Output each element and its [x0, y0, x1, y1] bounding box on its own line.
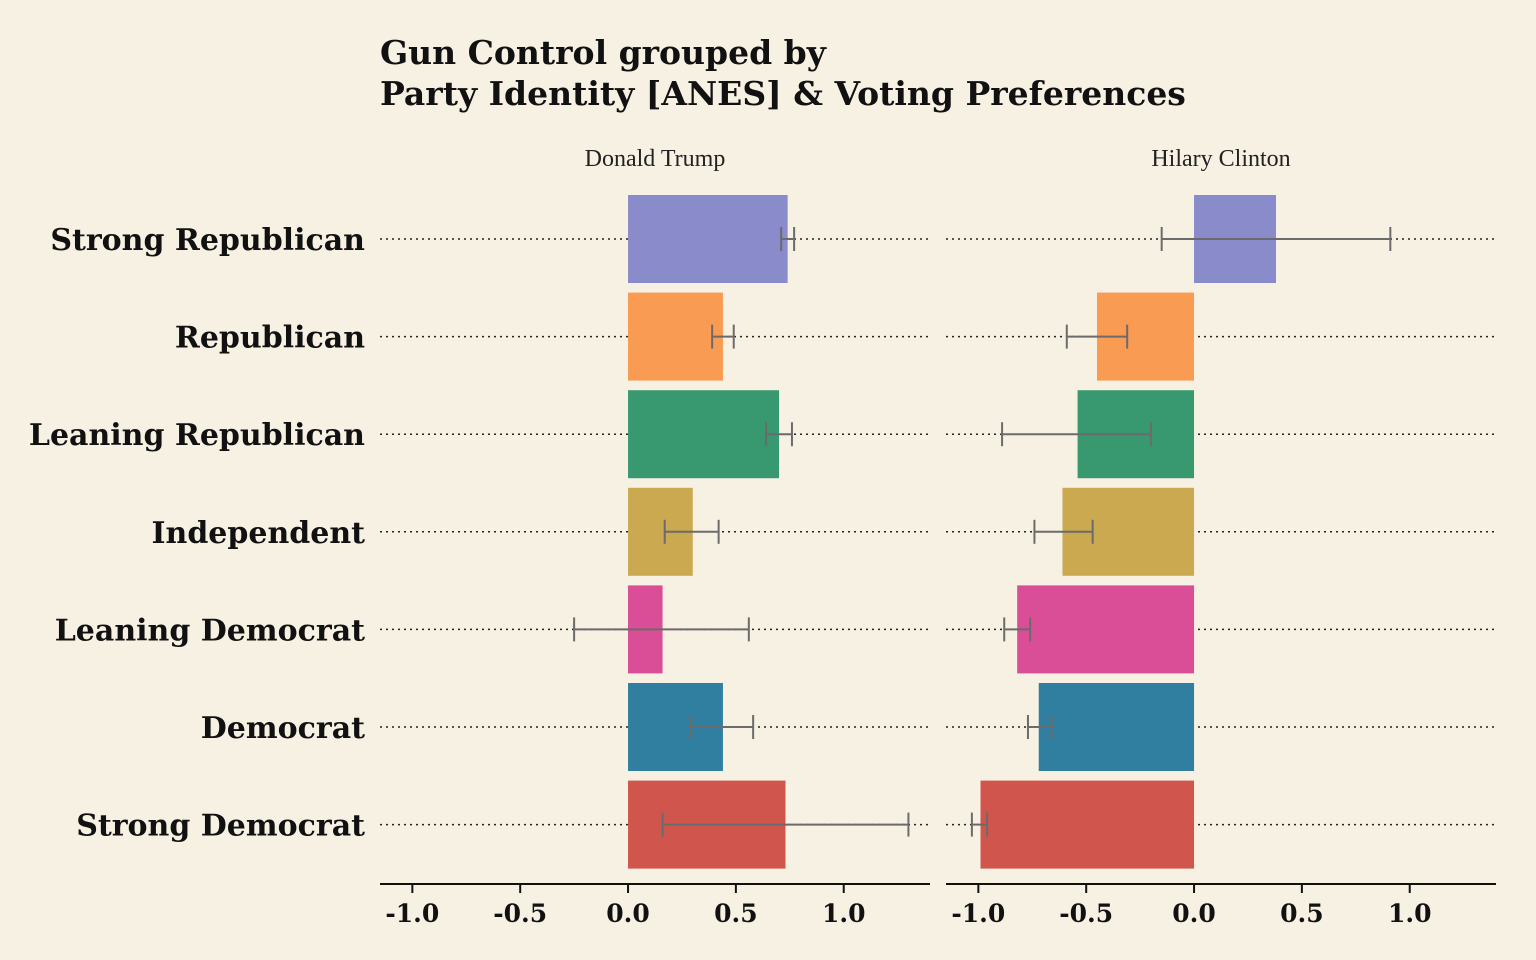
facet-label-hilary-clinton: Hilary Clinton — [1151, 146, 1290, 172]
error-bar-hilary-clinton-leaning-democrat — [1003, 617, 1032, 642]
error-bar-donald-trump-strong-republican — [780, 227, 796, 251]
error-bar-hilary-clinton-democrat — [1026, 715, 1053, 739]
category-label-strong-republican: Strong Republican — [50, 223, 365, 258]
x-tick-label-hilary-clinton-4: 1.0 — [1388, 899, 1432, 928]
error-bar-hilary-clinton-republican — [1065, 324, 1129, 349]
chart-title-line-2: Party Identity [ANES] & Voting Preferenc… — [380, 74, 1186, 113]
x-tick-label-hilary-clinton-3: 0.5 — [1280, 899, 1324, 928]
x-tick-label-donald-trump-4: 1.0 — [822, 899, 866, 928]
error-bar-donald-trump-leaning-republican — [765, 422, 793, 447]
chart-title-line-1: Gun Control grouped by — [380, 33, 827, 72]
bar-donald-trump-republican — [628, 292, 723, 381]
bar-hilary-clinton-strong-democrat — [980, 780, 1195, 869]
category-label-leaning-republican: Leaning Republican — [29, 418, 365, 453]
error-bar-hilary-clinton-leaning-republican — [1001, 422, 1152, 447]
error-bar-donald-trump-republican — [711, 324, 735, 349]
error-bar-donald-trump-independent — [663, 519, 720, 544]
error-bar-donald-trump-leaning-democrat — [573, 617, 750, 642]
facet-label-donald-trump: Donald Trump — [585, 146, 726, 172]
plot-layer: Strong Republican Republican Leaning Repub… — [29, 146, 1496, 928]
x-tick-label-hilary-clinton-1: -0.5 — [1059, 899, 1113, 928]
x-tick-label-donald-trump-3: 0.5 — [714, 899, 758, 928]
bar-hilary-clinton-democrat — [1038, 683, 1195, 771]
error-bar-hilary-clinton-strong-republican — [1160, 227, 1392, 251]
category-label-strong-democrat: Strong Democrat — [76, 809, 365, 844]
x-tick-label-donald-trump-2: 0.0 — [606, 899, 650, 928]
bar-donald-trump-leaning-republican — [628, 390, 780, 479]
category-label-independent: Independent — [151, 516, 365, 551]
category-label-republican: Republican — [175, 321, 365, 356]
x-tick-label-donald-trump-1: -0.5 — [493, 899, 547, 928]
error-bar-donald-trump-democrat — [689, 715, 755, 739]
bar-donald-trump-strong-republican — [628, 195, 788, 283]
error-bar-donald-trump-strong-democrat — [661, 812, 910, 837]
x-tick-label-donald-trump-0: -1.0 — [385, 899, 439, 928]
category-label-leaning-democrat: Leaning Democrat — [55, 613, 365, 648]
error-bar-hilary-clinton-strong-democrat — [970, 812, 988, 837]
bar-hilary-clinton-leaning-democrat — [1017, 585, 1195, 674]
category-label-democrat: Democrat — [201, 711, 365, 746]
x-tick-label-hilary-clinton-0: -1.0 — [951, 899, 1005, 928]
error-bar-hilary-clinton-independent — [1033, 519, 1094, 544]
x-tick-label-hilary-clinton-2: 0.0 — [1172, 899, 1216, 928]
